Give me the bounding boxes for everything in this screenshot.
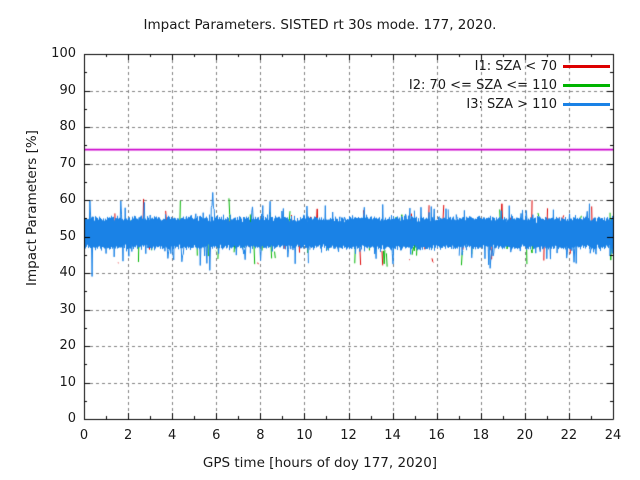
x-tick-label: 16	[428, 428, 445, 443]
legend-item-3: I3: SZA > 110	[370, 95, 610, 114]
y-tick-label: 30	[59, 301, 76, 317]
legend-color-swatch	[563, 84, 610, 87]
x-tick-label: 12	[340, 428, 357, 443]
y-tick-label: 80	[59, 119, 76, 134]
legend-label: I3: SZA > 110	[466, 97, 557, 112]
x-tick-label: 24	[604, 428, 622, 443]
y-tick-label: 100	[51, 46, 76, 61]
legend-color-swatch	[563, 65, 610, 68]
legend-color-swatch	[563, 103, 610, 106]
y-tick-label: 70	[59, 155, 76, 171]
y-tick-label: 50	[59, 228, 76, 244]
y-tick-label: 0	[67, 411, 76, 426]
chart-legend: I1: SZA < 70 I2: 70 <= SZA <= 110 I3: SZA …	[370, 57, 610, 114]
y-tick-label: 90	[59, 82, 76, 98]
x-tick-label: 14	[384, 428, 401, 443]
x-tick-label: 4	[168, 428, 177, 443]
legend-item-1: I1: SZA < 70	[370, 57, 610, 76]
y-tick-label: 20	[59, 338, 76, 353]
x-tick-label: 20	[516, 428, 534, 443]
legend-label: I2: 70 <= SZA <= 110	[408, 78, 557, 93]
y-tick-label: 40	[59, 265, 76, 280]
y-tick-label: 10	[59, 374, 76, 390]
legend-item-2: I2: 70 <= SZA <= 110	[370, 76, 610, 95]
x-tick-label: 2	[123, 428, 133, 443]
x-tick-label: 6	[212, 428, 221, 443]
legend-label: I1: SZA < 70	[474, 59, 557, 74]
x-tick-label: 18	[472, 428, 490, 443]
x-tick-label: 10	[296, 428, 313, 443]
x-axis-label: GPS time [hours of doy 177, 2020]	[202, 455, 438, 471]
x-tick-label: 8	[256, 428, 265, 443]
y-tick-label: 60	[59, 192, 76, 207]
x-tick-label: 0	[79, 428, 89, 443]
x-tick-label: 22	[560, 428, 578, 443]
